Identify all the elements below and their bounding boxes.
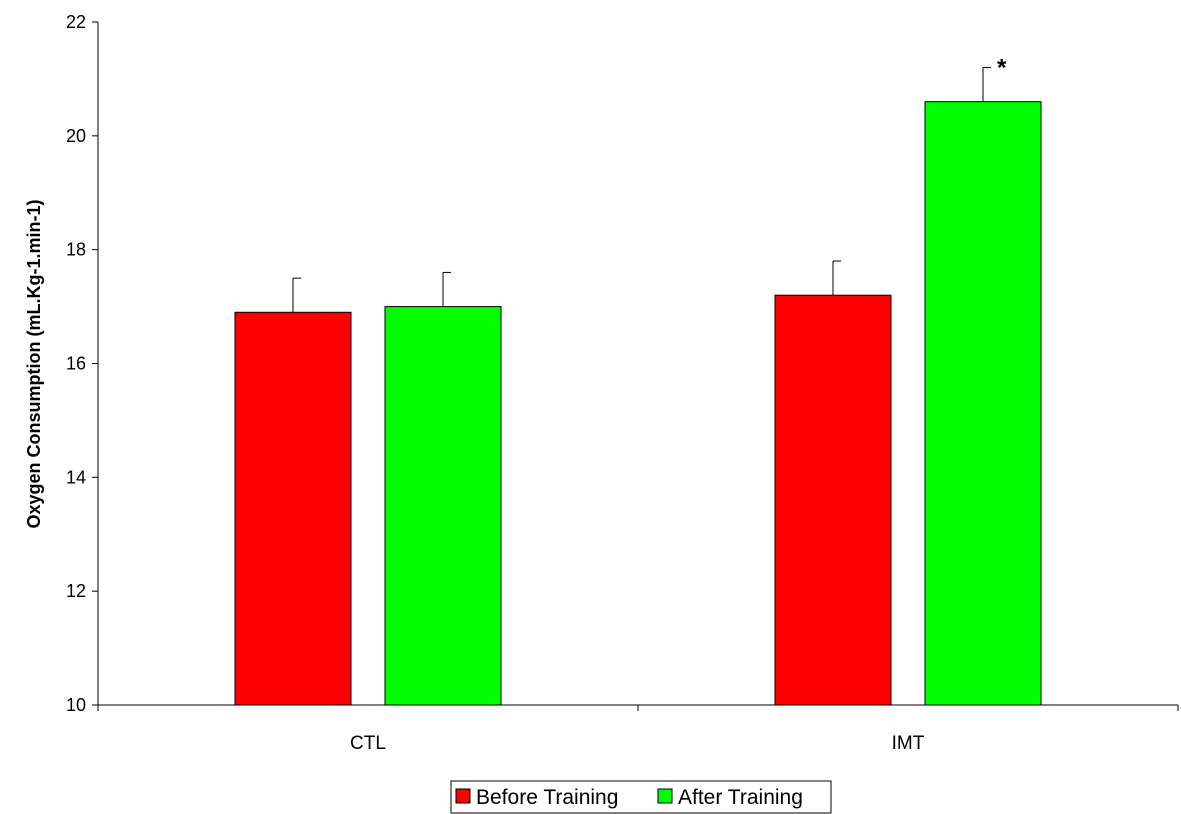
- y-tick-label: 14: [66, 467, 86, 487]
- bar-before-training-imt: [774, 294, 892, 706]
- y-tick-label: 16: [66, 354, 86, 374]
- legend: Before Training After Training: [450, 780, 832, 814]
- legend-swatch-after-training: [657, 788, 673, 804]
- y-tick-label: 22: [66, 12, 86, 32]
- y-axis-label: Oxygen Consumption (mL.Kg-1.min-1): [24, 199, 44, 528]
- significance-annotation: *: [997, 55, 1007, 82]
- x-tick-label: CTL: [350, 733, 386, 754]
- legend-swatch-before-training: [455, 788, 471, 804]
- legend-frame: [450, 780, 832, 814]
- bar-before-training-ctl: [234, 311, 352, 706]
- bar-after-training-imt: [924, 101, 1042, 706]
- y-tick-label: 20: [66, 126, 86, 146]
- x-tick-label: IMT: [892, 733, 925, 754]
- y-tick-label: 12: [66, 581, 86, 601]
- legend-label-after-training: After Training: [678, 786, 803, 809]
- y-tick-label: 10: [66, 695, 86, 715]
- legend-label-before-training: Before Training: [476, 786, 618, 809]
- bar-after-training-ctl: [384, 306, 502, 706]
- plot-area: 10 12 14 16 18 20 22 CTL IMT *: [66, 12, 1179, 754]
- y-tick-label: 18: [66, 240, 86, 260]
